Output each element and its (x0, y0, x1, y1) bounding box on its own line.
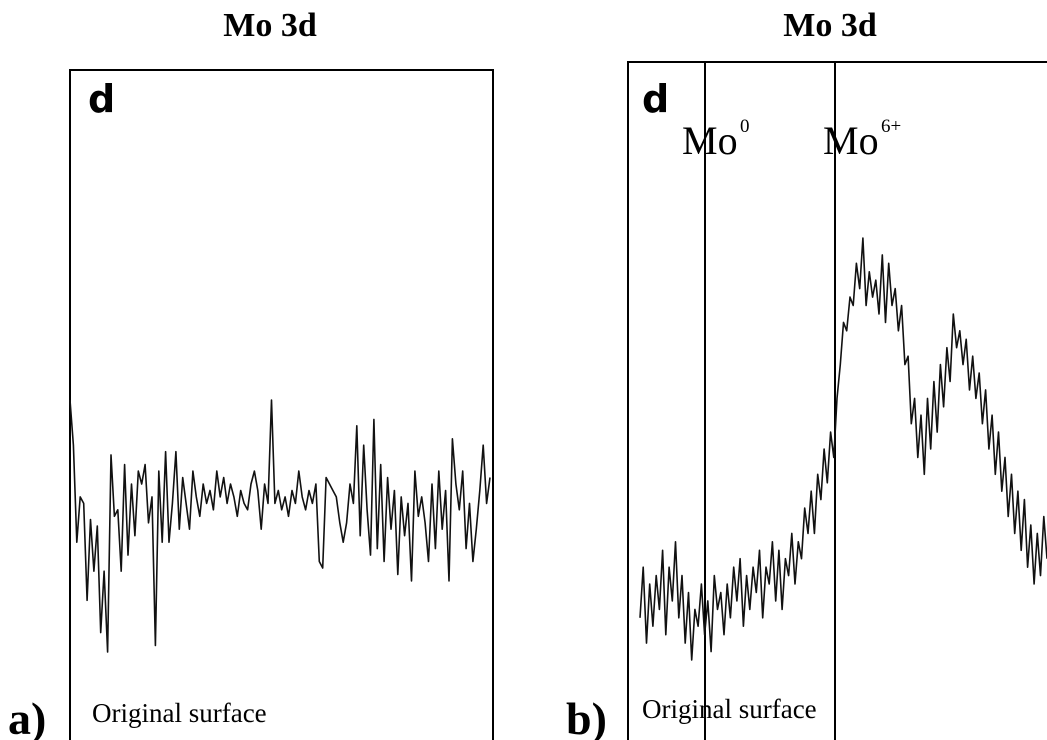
panel-b-frame (627, 61, 1047, 740)
panel-a-trace (69, 399, 491, 653)
mo0-label: Mo (682, 118, 738, 163)
panel-b-title: Mo 3d (783, 7, 877, 44)
panel-b-label: b) (566, 693, 607, 740)
panel-a-frame (69, 69, 494, 740)
mo0-superscript: 0 (740, 116, 750, 137)
mo6-superscript: 6+ (881, 116, 901, 137)
panel-b-letter: d (642, 77, 669, 121)
mo6-label: Mo (823, 118, 879, 163)
panel-b-annotation: Original surface (642, 694, 817, 724)
panel-a-title: Mo 3d (223, 7, 317, 44)
panel-b: Mo 3d d Mo 0 Mo 6+ Original surface b) (566, 7, 1047, 740)
panel-a-letter: d (88, 77, 115, 121)
panel-b-trace (639, 237, 1047, 661)
panel-a-label: a) (8, 693, 46, 740)
panel-a: Mo 3d d Original surface a) (8, 7, 494, 740)
panel-a-annotation: Original surface (92, 698, 267, 728)
